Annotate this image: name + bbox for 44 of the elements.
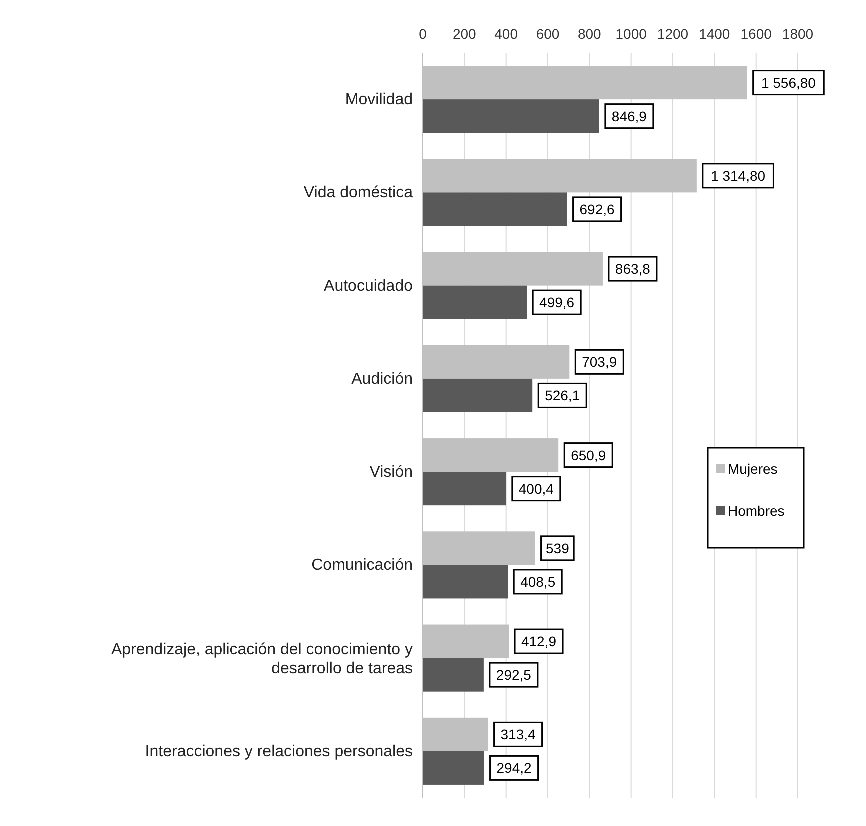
x-tick-label: 1000 <box>616 26 648 42</box>
x-tick-label: 800 <box>578 26 602 42</box>
data-label: 650,9 <box>571 447 606 464</box>
y-tick-label: Movilidad <box>345 92 413 109</box>
bar <box>423 378 533 412</box>
bar <box>423 100 600 134</box>
data-label: 408,5 <box>520 574 556 590</box>
y-tick-label: Visión <box>370 464 413 482</box>
x-tick-label: 1800 <box>782 26 814 42</box>
x-tick-label: 1600 <box>740 26 772 42</box>
data-label: 1 556,80 <box>761 74 816 91</box>
data-label: 692,6 <box>580 201 616 218</box>
data-label: 539 <box>546 540 570 556</box>
legend-label: Hombres <box>728 503 785 519</box>
data-label: 400,4 <box>518 480 554 497</box>
bar <box>423 751 484 785</box>
y-tick-label: Comunicación <box>312 557 413 574</box>
bar <box>423 658 484 692</box>
data-label: 863,8 <box>615 261 651 278</box>
y-tick-label: Autocuidado <box>324 278 414 295</box>
data-label: 294,2 <box>496 760 532 776</box>
x-tick-label: 1200 <box>657 26 689 42</box>
legend-label: Mujeres <box>728 461 778 477</box>
data-label: 526,1 <box>545 388 580 404</box>
data-label: 313,4 <box>500 726 536 743</box>
data-label: 1 314,80 <box>711 168 766 184</box>
y-tick-label: Audición <box>352 370 413 388</box>
bar <box>423 565 508 599</box>
bar <box>423 472 506 506</box>
x-tick-label: 200 <box>452 26 477 42</box>
data-label: 292,5 <box>496 667 532 684</box>
y-tick-label: Interacciones y relaciones personales <box>145 743 413 760</box>
x-tick-label: 1400 <box>699 26 730 42</box>
y-tick-label: Aprendizaje, aplicación del conocimiento y desarrollo de tareas <box>111 641 413 678</box>
x-tick-label: 600 <box>536 26 560 42</box>
y-tick-label: Vida doméstica <box>304 184 414 202</box>
data-label: 499,6 <box>540 294 575 311</box>
bar <box>423 192 568 226</box>
bar <box>423 286 528 320</box>
x-tick-label: 0 <box>419 26 428 42</box>
data-label: 703,9 <box>582 354 618 370</box>
data-label: 412,9 <box>521 634 557 650</box>
x-tick-label: 400 <box>494 26 518 42</box>
data-label: 846,9 <box>612 108 648 124</box>
